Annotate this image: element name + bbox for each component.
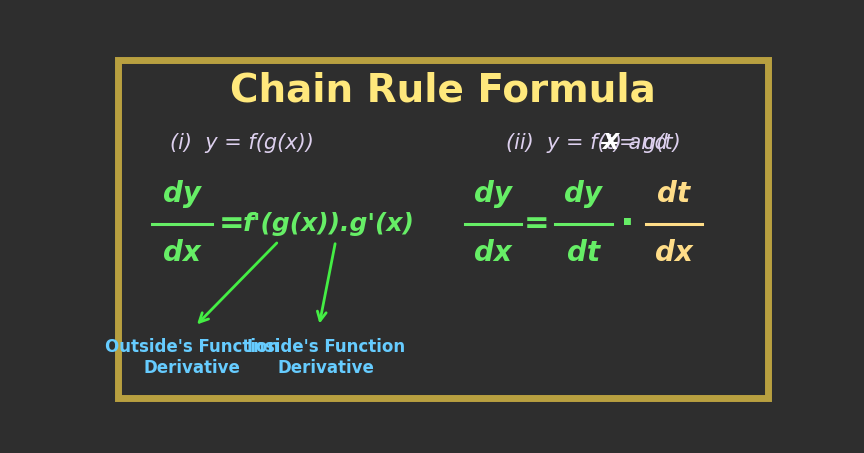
Text: = g(t): = g(t) xyxy=(619,133,681,153)
Text: dx: dx xyxy=(655,239,693,267)
Text: f'(g(x)).g'(x): f'(g(x)).g'(x) xyxy=(243,212,415,236)
Text: (ii)  y = f(t) and: (ii) y = f(t) and xyxy=(506,133,675,153)
Text: X: X xyxy=(602,133,619,153)
Text: =: = xyxy=(524,209,550,238)
Text: =: = xyxy=(219,209,245,238)
Text: (i)  y = f(g(x)): (i) y = f(g(x)) xyxy=(170,133,314,153)
Text: dx: dx xyxy=(474,239,511,267)
Text: dt: dt xyxy=(658,180,690,208)
Text: dy: dy xyxy=(564,180,602,208)
Text: Outside's Function
Derivative: Outside's Function Derivative xyxy=(105,338,279,377)
Text: Inside's Function
Derivative: Inside's Function Derivative xyxy=(246,338,404,377)
Text: Chain Rule Formula: Chain Rule Formula xyxy=(230,72,656,110)
Text: dt: dt xyxy=(567,239,600,267)
Text: ·: · xyxy=(619,205,634,242)
Text: dy: dy xyxy=(162,180,200,208)
Text: dx: dx xyxy=(162,239,200,267)
Text: dy: dy xyxy=(474,180,512,208)
